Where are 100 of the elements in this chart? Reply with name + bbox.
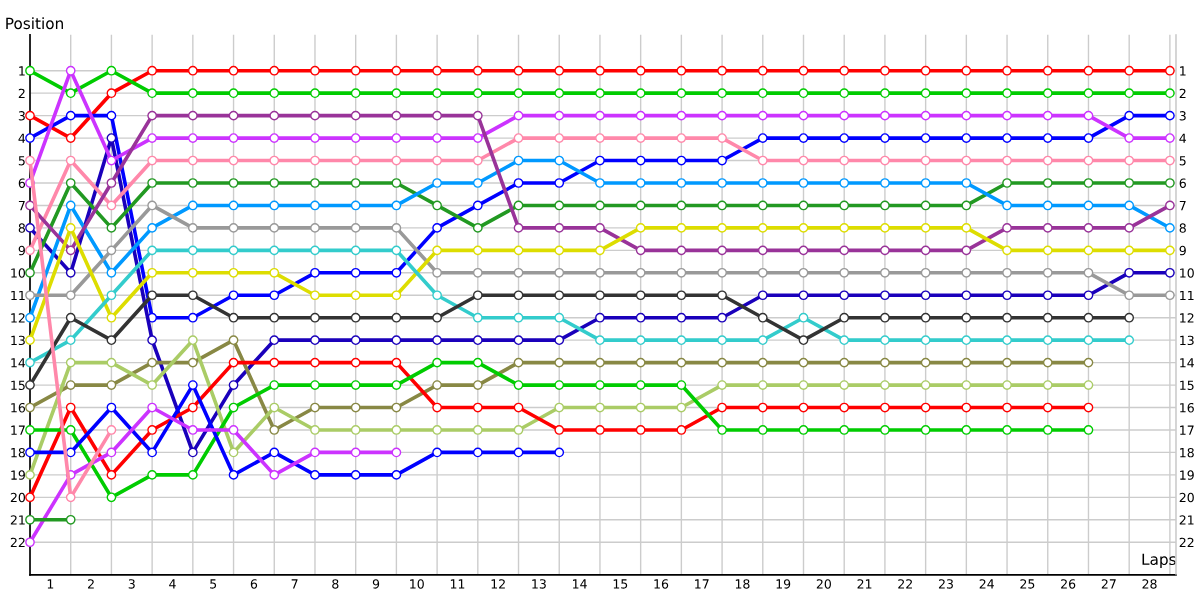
- point: [106, 402, 117, 413]
- y2-tick-label: 17: [1180, 425, 1194, 435]
- point: [65, 425, 76, 435]
- point: [839, 223, 850, 233]
- point: [635, 223, 646, 233]
- point: [961, 357, 972, 368]
- point: [676, 200, 687, 211]
- point: [880, 178, 890, 188]
- point: [1042, 402, 1053, 413]
- point: [432, 133, 442, 143]
- point: [798, 402, 809, 413]
- point: [187, 200, 198, 211]
- point: [1002, 200, 1012, 211]
- point: [350, 425, 361, 435]
- point: [961, 133, 972, 143]
- point: [391, 290, 402, 301]
- point: [554, 380, 565, 390]
- y-tick-label: 6: [18, 178, 26, 188]
- point: [880, 155, 890, 166]
- point: [595, 200, 605, 211]
- point: [1165, 267, 1175, 278]
- point: [269, 425, 280, 435]
- point: [676, 267, 687, 278]
- point: [147, 357, 157, 368]
- x-tick-label: 23: [938, 579, 953, 589]
- point: [798, 110, 809, 121]
- point: [635, 178, 646, 188]
- point: [798, 335, 809, 346]
- x-tick-label: 3: [128, 579, 135, 589]
- x-axis-title: Laps: [1142, 553, 1176, 568]
- point: [310, 402, 320, 413]
- point: [717, 65, 727, 76]
- point: [798, 290, 809, 301]
- point: [635, 335, 646, 346]
- point: [106, 380, 117, 390]
- point: [472, 110, 483, 121]
- x-tick-label: 19: [776, 579, 791, 589]
- point: [513, 290, 524, 301]
- y2-tick-label: 4: [1179, 133, 1187, 143]
- point: [717, 155, 727, 166]
- point: [391, 178, 402, 188]
- point: [1124, 65, 1135, 76]
- y2-tick-label: 3: [1179, 111, 1186, 121]
- point: [920, 88, 931, 99]
- x-tick-label: 22: [898, 579, 912, 589]
- point: [228, 65, 239, 76]
- point: [1083, 335, 1094, 346]
- point: [1083, 65, 1094, 76]
- point: [25, 200, 35, 211]
- point: [65, 380, 76, 390]
- point: [961, 312, 972, 323]
- y-tick-label: 16: [11, 403, 26, 413]
- point: [228, 380, 239, 390]
- point: [798, 245, 809, 256]
- point: [310, 178, 320, 188]
- point: [25, 402, 35, 413]
- point: [513, 312, 524, 323]
- point: [65, 312, 76, 323]
- point: [839, 335, 850, 346]
- point: [228, 223, 239, 233]
- point: [676, 312, 687, 323]
- point: [187, 470, 198, 480]
- point: [757, 267, 768, 278]
- point: [269, 65, 280, 76]
- point: [757, 312, 768, 323]
- point: [757, 110, 768, 121]
- point: [513, 245, 524, 256]
- point: [717, 88, 727, 99]
- point: [147, 88, 157, 99]
- point: [1124, 155, 1135, 166]
- point: [839, 380, 850, 390]
- point: [25, 492, 35, 503]
- point: [228, 402, 239, 413]
- point: [269, 223, 280, 233]
- point: [65, 514, 76, 525]
- point: [1042, 267, 1053, 278]
- point: [880, 200, 890, 211]
- point: [839, 133, 850, 143]
- point: [472, 223, 483, 233]
- point: [310, 245, 320, 256]
- point: [1042, 357, 1053, 368]
- point: [717, 245, 727, 256]
- point: [635, 425, 646, 435]
- point: [147, 470, 157, 480]
- point: [757, 178, 768, 188]
- point: [798, 178, 809, 188]
- point: [391, 200, 402, 211]
- point: [961, 402, 972, 413]
- point: [65, 110, 76, 121]
- point: [920, 65, 931, 76]
- point: [757, 155, 768, 166]
- point: [717, 402, 727, 413]
- point: [880, 357, 890, 368]
- point: [310, 200, 320, 211]
- y2-tick-label: 15: [1180, 380, 1194, 390]
- point: [147, 447, 157, 458]
- point: [513, 133, 524, 143]
- point: [595, 402, 605, 413]
- point: [798, 200, 809, 211]
- y2-tick-label: 2: [1179, 88, 1186, 98]
